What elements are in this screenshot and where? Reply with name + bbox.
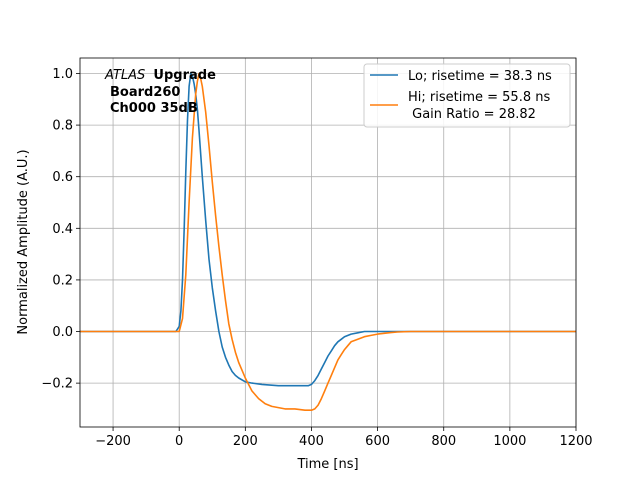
legend-label-hi-line-2: Gain Ratio = 28.82 [408,107,536,122]
x-tick-label: 400 [299,434,324,449]
legend-label-hi: Hi; risetime = 55.8 ns Gain Ratio = 28.8… [408,90,554,122]
annotation-line-1: ATLAS Upgrade [104,68,216,83]
legend-box [363,63,571,128]
x-tick-label: 1000 [493,434,526,449]
legend-label-hi-line-1: Hi; risetime = 55.8 ns [408,90,550,105]
x-tick-label: 200 [233,434,258,449]
series-line-lo [80,72,576,387]
series-line-hi [80,72,576,412]
plot-frame [79,57,577,428]
legend: Lo; risetime = 38.3 ns Hi; risetime = 55… [363,63,571,128]
annotation-upgrade: Upgrade [153,68,216,83]
y-tick-label: 1.0 [52,67,73,82]
x-tick-label: 800 [431,434,456,449]
annotation-line-2: Board260 [110,85,180,100]
legend-label-lo: Lo; risetime = 38.3 ns [408,69,552,84]
x-axis-label: Time [ns] [296,457,358,472]
y-tick-label: 0.6 [52,170,73,185]
y-tick-label: 0.2 [52,273,73,288]
x-tick-label: 0 [175,434,183,449]
annotation-line-3: Ch000 35dB [110,101,198,116]
axis-ticks: −200 0 200 400 600 800 1000 1200 −0.2 0.0 0.2 0.4 0.… [41,67,592,449]
annotation-atlas: ATLAS [104,68,145,83]
y-tick-label: 0.8 [52,119,73,134]
y-tick-label: 0.4 [52,222,73,237]
y-axis-label: Normalized Amplitude (A.U.) [16,149,31,334]
y-tick-label: −0.2 [41,377,73,392]
y-tick-label: 0.0 [52,325,73,340]
series-lines [80,72,576,412]
x-tick-label: −200 [95,434,131,449]
x-tick-label: 600 [365,434,390,449]
x-tick-label: 1200 [559,434,592,449]
